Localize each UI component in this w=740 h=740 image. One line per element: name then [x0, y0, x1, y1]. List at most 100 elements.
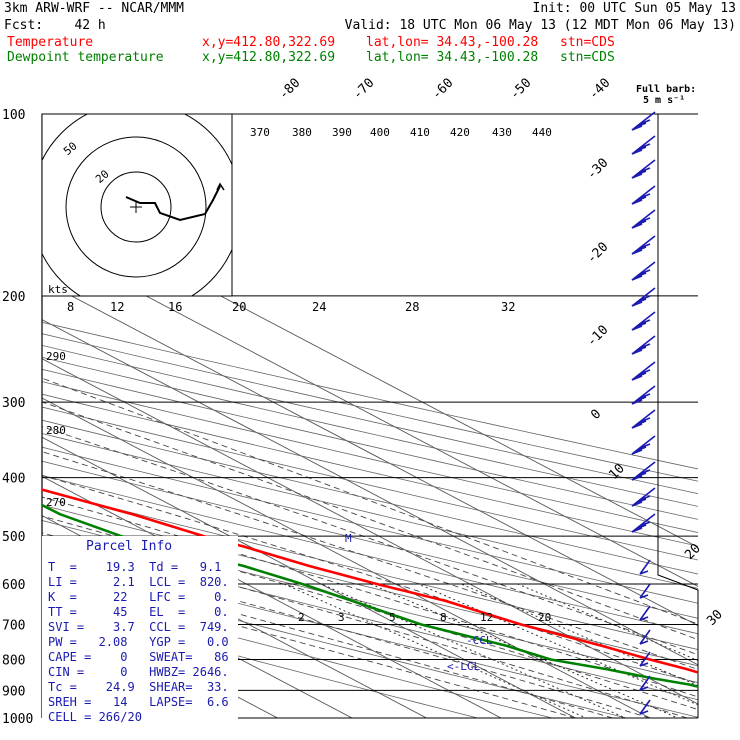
dry-adiabat-line: [42, 504, 698, 667]
ccl-annotation: -CCL: [466, 634, 493, 647]
wind-barb-flag: [639, 119, 651, 125]
dry-adiabat-line: [42, 344, 698, 495]
wind-barb-staff: [631, 385, 656, 405]
wind-barb-staff: [631, 135, 656, 155]
speed-label: 28: [405, 300, 419, 314]
wind-barb-flag: [635, 372, 647, 378]
hodograph-arrow: [216, 182, 225, 191]
speed-label: 12: [110, 300, 124, 314]
wind-barb-flag: [631, 527, 643, 533]
mixing-ratio-label: 8: [440, 611, 447, 624]
dry-adiabat-line: [42, 585, 554, 718]
temperature-legend: Temperature: [7, 35, 94, 50]
parcel-info-row: T = 19.3 Td = 9.1: [48, 560, 222, 574]
mixing-ratio-label: 20: [538, 611, 551, 624]
speed-label: 20: [232, 300, 246, 314]
wind-barb-flag: [639, 521, 651, 527]
dewpoint-profile: [42, 503, 698, 688]
wind-barb-flag: [635, 420, 647, 426]
dry-adiabat-line: [42, 446, 698, 604]
moist-adiabat-line: [42, 426, 698, 656]
wind-barb-staff: [631, 111, 656, 131]
parcel-info-row: TT = 45 EL = 0.: [48, 605, 229, 619]
wind-barb-staff: [631, 185, 656, 205]
isotherm-line: [42, 319, 698, 666]
isotherm-label: -50: [507, 76, 534, 103]
moist-adiabat-line: [42, 401, 698, 641]
wind-barb-flag: [635, 446, 647, 452]
temperature-stn: stn=CDS: [560, 35, 615, 50]
wind-barb-staff: [631, 287, 656, 307]
hodograph-trace: [125, 185, 221, 222]
isotherm-line: [42, 358, 698, 705]
parcel-info-row: LI = 2.1 LCL = 820.: [48, 575, 229, 589]
mixing-ratio-line: [321, 583, 627, 718]
theta-label: 290: [46, 350, 66, 363]
wind-barb-flag: [639, 269, 651, 275]
isotherm-label: -70: [350, 76, 377, 103]
wind-barb-flag: [631, 199, 643, 205]
pressure-tick-label: 1000: [2, 712, 33, 727]
wind-barb-flag: [635, 272, 647, 278]
wind-barb-staff: [631, 409, 656, 429]
wind-barb-staff: [639, 629, 651, 645]
pressure-tick-label: 900: [2, 684, 25, 699]
pressure-tick-label: 200: [2, 290, 25, 305]
forecast-hour: Fcst: 42 h: [4, 18, 106, 33]
isotherm-line: [42, 515, 428, 718]
dry-adiabat-line: [42, 520, 698, 683]
speed-label: 8: [67, 300, 74, 314]
wind-barb-flag: [639, 217, 651, 223]
pressure-tick-label: 600: [2, 578, 25, 593]
wind-barb-flag: [639, 616, 649, 621]
hodograph-box: [41, 113, 233, 297]
wind-barb-flag: [639, 469, 651, 475]
dewpoint-stn: stn=CDS: [560, 50, 615, 65]
wind-barb-flag: [635, 524, 647, 530]
wind-barb-flag: [639, 369, 651, 375]
mixing-ratio-label: 2: [298, 611, 305, 624]
wind-barb-flag: [635, 396, 647, 402]
isotherm-line: [42, 201, 698, 548]
dry-adiabat-line: [42, 433, 698, 589]
valid-time: Valid: 18 UTC Mon 06 May 13 (12 MDT Mon …: [344, 18, 736, 33]
wind-barb-staff: [639, 559, 651, 575]
wind-barb-staff: [631, 209, 656, 229]
wind-barb-flag: [631, 275, 643, 281]
pressure-tick-label: 100: [2, 108, 25, 123]
wind-barb-staff: [639, 605, 651, 621]
hodograph-units-label: kts: [48, 283, 68, 296]
pressure-tick-label: 800: [2, 653, 25, 668]
wind-barb-flag: [639, 686, 649, 691]
parcel-info-row: SVI = 3.7 CCL = 749.: [48, 620, 229, 634]
isotherm-line: [42, 436, 577, 718]
dry-adiabat-line: [42, 475, 698, 635]
m-annotation: M: [345, 532, 352, 545]
wind-barb-flag: [639, 417, 651, 423]
wind-barb-flag: [635, 472, 647, 478]
wind-barb-flag: [631, 325, 643, 331]
parcel-info-row: K = 22 LFC = 0.: [48, 590, 229, 604]
wind-barb-flag: [639, 295, 651, 301]
wind-barb-flag: [639, 640, 649, 645]
isotherm-label: -10: [584, 323, 611, 350]
wind-barb-flag: [635, 322, 647, 328]
wind-barb-flag: [631, 249, 643, 255]
speed-label: 16: [168, 300, 182, 314]
plot-right-boundary: [657, 114, 699, 718]
temperature-latlon: lat,lon= 34.43,-100.28: [366, 35, 539, 50]
wind-barb-staff: [639, 651, 651, 667]
wind-barb-staff: [631, 235, 656, 255]
wind-barb-staff: [631, 513, 656, 533]
dewpoint-xy: x,y=412.80,322.69: [202, 50, 336, 65]
wind-barb-staff: [639, 583, 651, 599]
wind-barb-flag: [631, 349, 643, 355]
dry-adiabat-line: [42, 419, 698, 575]
wind-barb-flag: [631, 449, 643, 455]
wind-barb-flag: [631, 125, 643, 131]
speed-label: 32: [501, 300, 515, 314]
isotherm-line: [42, 279, 698, 627]
parcel-info-row: PW = 2.08 YGP = 0.0: [48, 635, 229, 649]
mixing-ratio-line: [370, 583, 679, 718]
theta-label: 420: [450, 126, 470, 139]
